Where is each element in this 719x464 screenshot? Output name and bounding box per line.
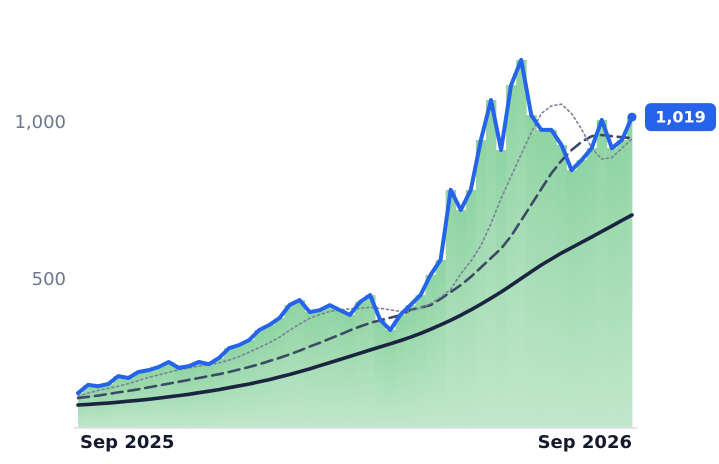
series-line	[77, 103, 633, 398]
area-shade	[274, 318, 285, 428]
area-shade	[83, 384, 94, 428]
area-shade	[455, 210, 467, 428]
area-shade	[93, 386, 104, 428]
area-shade	[103, 383, 114, 428]
series-line	[76, 57, 634, 396]
area-shade	[616, 139, 628, 428]
area-shade	[516, 59, 527, 428]
area-shade	[395, 314, 406, 428]
area-shade	[485, 100, 497, 428]
area-shade	[365, 295, 376, 428]
x-tick-label: Sep 2025	[80, 432, 174, 453]
area-shade	[213, 357, 225, 428]
area-shade	[536, 129, 547, 428]
area-shade	[334, 310, 346, 428]
series-line	[76, 133, 634, 400]
area-shade	[556, 145, 567, 428]
area-shade	[173, 367, 185, 428]
area-shade	[183, 366, 195, 428]
area-shade	[626, 117, 633, 428]
area-shade	[496, 150, 507, 428]
area-shade	[294, 300, 306, 428]
x-tick-label: Sep 2026	[538, 432, 632, 453]
area-shade	[506, 85, 517, 428]
area-shade	[78, 393, 84, 428]
area-shade	[445, 189, 457, 428]
area-shade	[586, 148, 598, 428]
price-badge	[645, 103, 716, 132]
area-shade	[193, 361, 205, 428]
area-shade	[566, 170, 577, 428]
area-shade	[415, 295, 426, 428]
label-layer: 1,000 500 Sep 2025 Sep 2026 1,019	[14, 103, 716, 453]
series-line	[76, 213, 634, 407]
area-shade	[314, 310, 326, 428]
price-label: 1,019	[655, 108, 706, 127]
area-shade	[264, 324, 275, 428]
area-shade	[475, 139, 487, 428]
area-shade	[163, 361, 175, 428]
y-tick-label: 1,000	[14, 112, 66, 133]
area-shade	[435, 259, 447, 428]
area-shade	[606, 148, 618, 428]
area-shade	[203, 364, 215, 428]
area-shade	[385, 329, 396, 428]
area-shade	[405, 305, 416, 428]
area-shade	[576, 160, 588, 428]
area-shade	[324, 305, 336, 428]
area-shade	[375, 319, 386, 428]
area-shade	[546, 129, 557, 428]
area-shade	[344, 314, 356, 428]
area-shade	[284, 305, 295, 428]
area-shade	[596, 119, 608, 428]
area-shade	[355, 302, 366, 428]
end-dot	[627, 112, 637, 122]
area-layer	[78, 59, 633, 428]
y-tick-label: 500	[32, 269, 66, 290]
area-shade	[254, 329, 265, 428]
line-layer	[76, 57, 634, 407]
area-shade	[425, 275, 436, 428]
